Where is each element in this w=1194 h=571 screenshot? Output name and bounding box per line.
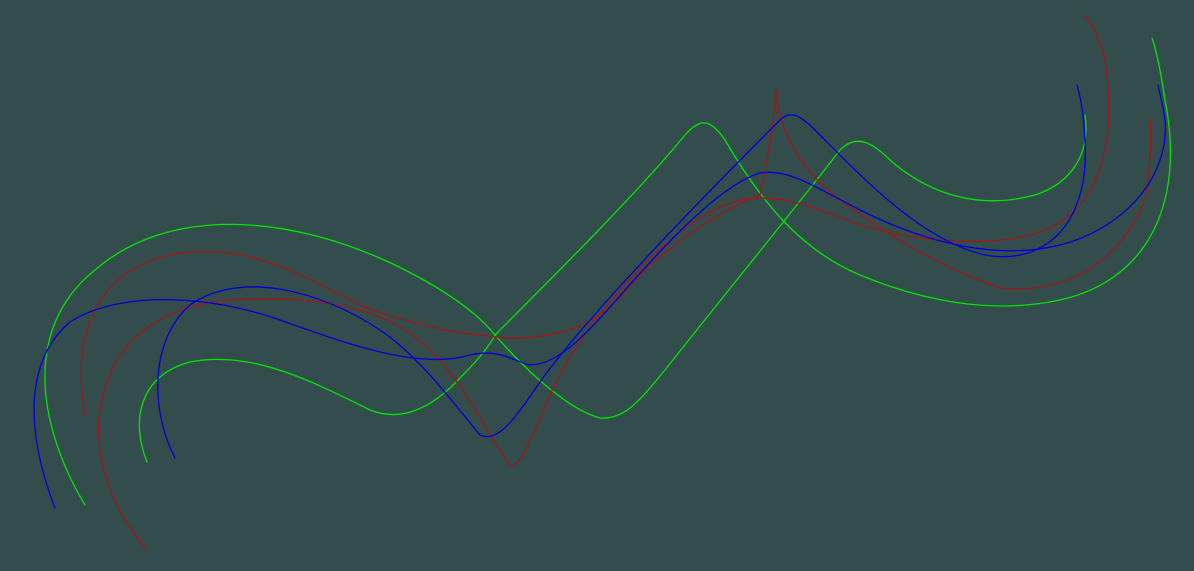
green-inner-curve — [138, 114, 1087, 463]
green-outer-curve — [44, 37, 1172, 506]
red-inner-curve — [80, 89, 1152, 416]
blue-outer-curve — [33, 84, 1166, 509]
blue-inner-curve — [157, 84, 1086, 459]
red-outer-curve — [97, 14, 1110, 551]
